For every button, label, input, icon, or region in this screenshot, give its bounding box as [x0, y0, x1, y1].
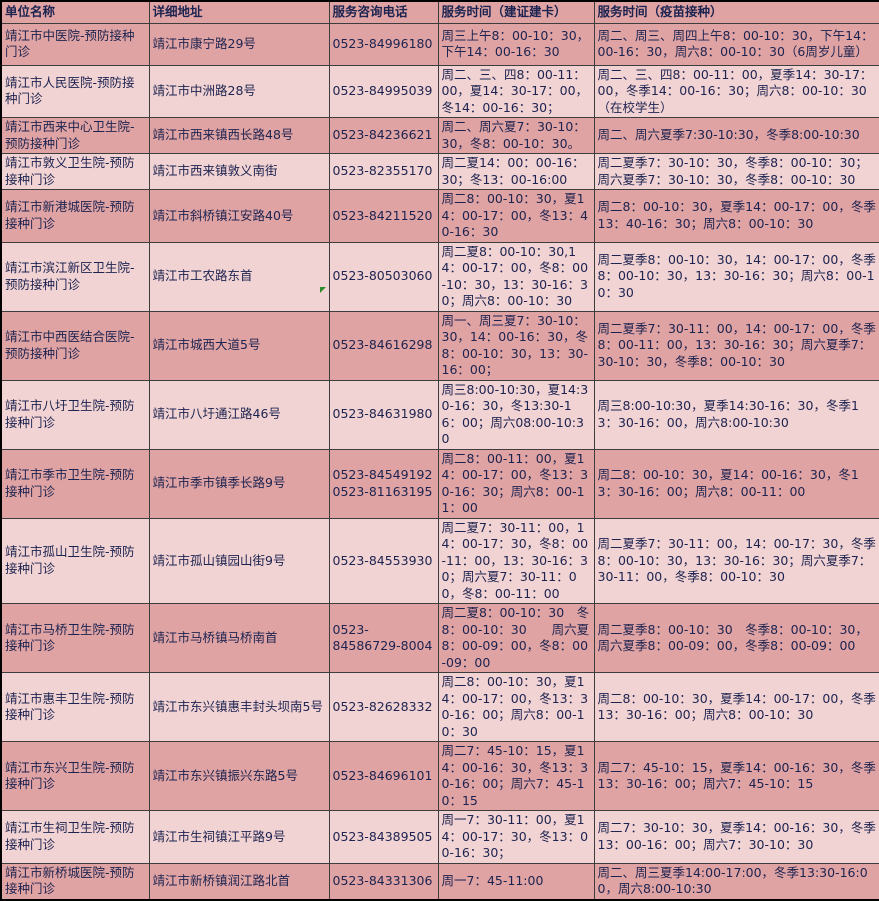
time-card-cell[interactable]: 周二夏8：00-10：30 冬8：00-10：30 周六夏8：00-09：00，… [437, 603, 595, 673]
time-card-cell[interactable]: 周二夏14：00：00-16：30；冬13：00-16:00 [437, 153, 595, 190]
address-cell[interactable]: 靖江市斜桥镇江安路40号 [148, 189, 330, 243]
unit-name-cell[interactable]: 靖江市西来中心卫生院-预防接种门诊 [0, 117, 150, 154]
time-vaccine-cell[interactable]: 周二夏季7：30-10：30，冬季8：00-10：30；周六夏季7：30-10：… [593, 153, 879, 190]
address-cell[interactable]: 靖江市城西大道5号 [148, 310, 330, 381]
table-row: 靖江市滨江新区卫生院-预防接种门诊 靖江市工农路东首 0523-80503060… [0, 241, 879, 312]
unit-name-cell[interactable]: 靖江市东兴卫生院-预防接种门诊 [0, 741, 150, 811]
address-cell[interactable]: 靖江市东兴镇振兴东路5号 [148, 741, 330, 811]
phone-cell[interactable]: 0523-84995039 [328, 64, 439, 118]
address-cell[interactable]: 靖江市中洲路28号 [148, 64, 330, 118]
phone-cell[interactable]: 0523-84586729-8004 [328, 603, 439, 673]
time-card-cell[interactable]: 周三8:00-10:30，夏14:30-16：30，冬13:30-16：00；周… [437, 379, 595, 450]
table-row: 靖江市八圩卫生院-预防接种门诊 靖江市八圩通江路46号 0523-8463198… [0, 379, 879, 450]
time-card-cell[interactable]: 周三上午8：00-10：30，下午14：00-16：30 [437, 22, 595, 66]
table-row: 靖江市中西医结合医院-预防接种门诊 靖江市城西大道5号 0523-8461629… [0, 310, 879, 381]
unit-name-cell[interactable]: 靖江市八圩卫生院-预防接种门诊 [0, 379, 150, 450]
table-row: 靖江市马桥卫生院-预防接种门诊 靖江市马桥镇马桥南首 0523-84586729… [0, 603, 879, 673]
time-vaccine-cell[interactable]: 周二、周三、周四上午8：00-10：30，下午14：00-16：30，周六8：0… [593, 22, 879, 66]
time-card-cell[interactable]: 周一7：30-11：00，夏14：00-17：30，冬13：00-16：30； [437, 810, 595, 864]
address-cell[interactable]: 靖江市新桥镇润江路北首 [148, 862, 330, 900]
time-vaccine-cell[interactable]: 周二7：30-10：30，夏季14：00-16：30，冬季13：00-16：00… [593, 810, 879, 864]
table-row: 靖江市生祠卫生院-预防接种门诊 靖江市生祠镇江平路9号 0523-8438950… [0, 810, 879, 864]
unit-name-cell[interactable]: 靖江市生祠卫生院-预防接种门诊 [0, 810, 150, 864]
address-cell[interactable]: 靖江市马桥镇马桥南首 [148, 603, 330, 673]
phone-cell[interactable]: 0523-84236621 [328, 117, 439, 154]
phone-cell[interactable]: 0523-84331306 [328, 862, 439, 900]
table-row: 靖江市新桥城医院-预防接种门诊 靖江市新桥镇润江路北首 0523-8433130… [0, 862, 879, 900]
time-vaccine-cell[interactable]: 周二7：45-10：15，夏季14：00-16：30，冬季13：30-16：00… [593, 741, 879, 811]
address-cell[interactable]: 靖江市八圩通江路46号 [148, 379, 330, 450]
unit-name-cell[interactable]: 靖江市惠丰卫生院-预防接种门诊 [0, 672, 150, 742]
table-row: 靖江市敦义卫生院-预防接种门诊 靖江市西来镇敦义南街 0523-82355170… [0, 153, 879, 190]
phone-cell[interactable]: 0523-82628332 [328, 672, 439, 742]
time-card-cell[interactable]: 周二8：00-10：30，夏14：00-17：00，冬13：40-16：30 [437, 189, 595, 243]
time-vaccine-cell[interactable]: 周二夏季7：30-11：00，14：00-17：30，冬季8：00-10：30，… [593, 517, 879, 604]
table-row: 靖江市人民医院-预防接种门诊 靖江市中洲路28号 0523-84995039 周… [0, 64, 879, 118]
phone-cell[interactable]: 0523-84211520 [328, 189, 439, 243]
address-cell[interactable]: 靖江市孤山镇园山街9号 [148, 517, 330, 604]
unit-name-cell[interactable]: 靖江市孤山卫生院-预防接种门诊 [0, 517, 150, 604]
time-vaccine-cell[interactable]: 周二、周三夏季14:00-17:00，冬季13:30-16:00，周六8:00-… [593, 862, 879, 900]
address-cell[interactable]: 靖江市西来镇西长路48号 [148, 117, 330, 154]
time-card-cell[interactable]: 周二、周六夏7：30-10：30，冬8：00-10：30。 [437, 117, 595, 154]
unit-name-cell[interactable]: 靖江市新港城医院-预防接种门诊 [0, 189, 150, 243]
unit-name-cell[interactable]: 靖江市人民医院-预防接种门诊 [0, 64, 150, 118]
time-vaccine-cell[interactable]: 周二、三、四8：00-11：00，夏季14：30-17：00，冬季14：00-1… [593, 64, 879, 118]
table-row: 靖江市惠丰卫生院-预防接种门诊 靖江市东兴镇惠丰封头坝南5号 0523-8262… [0, 672, 879, 742]
phone-cell[interactable]: 0523-82355170 [328, 153, 439, 190]
table-row: 靖江市西来中心卫生院-预防接种门诊 靖江市西来镇西长路48号 0523-8423… [0, 117, 879, 154]
phone-cell[interactable]: 0523-84553930 [328, 517, 439, 604]
table-row: 靖江市季市卫生院-预防接种门诊 靖江市季市镇季长路9号 0523-8454919… [0, 448, 879, 519]
header-time-card[interactable]: 服务时间（建证建卡） [437, 0, 595, 24]
time-card-cell[interactable]: 周二夏7：30-11：00，14：00-17：30，冬8：00-11：00，13… [437, 517, 595, 604]
time-vaccine-cell[interactable]: 周二8：00-10：30，夏季14：00-17：00，冬季13：40-16：30… [593, 189, 879, 243]
unit-name-cell[interactable]: 靖江市马桥卫生院-预防接种门诊 [0, 603, 150, 673]
time-card-cell[interactable]: 周二8：00-11：00，夏14：00-17：00，冬13：30-16：30；周… [437, 448, 595, 519]
header-time-vaccine[interactable]: 服务时间（疫苗接种） [593, 0, 879, 24]
phone-cell[interactable]: 0523-84996180 [328, 22, 439, 66]
time-vaccine-cell[interactable]: 周三8:00-10:30，夏季14:30-16：30，冬季13：30-16：00… [593, 379, 879, 450]
header-address[interactable]: 详细地址 [148, 0, 330, 24]
address-cell[interactable]: 靖江市西来镇敦义南街 [148, 153, 330, 190]
table-row: 靖江市孤山卫生院-预防接种门诊 靖江市孤山镇园山街9号 0523-8455393… [0, 517, 879, 604]
address-cell[interactable]: 靖江市季市镇季长路9号 [148, 448, 330, 519]
time-vaccine-cell[interactable]: 周二、周六夏季7:30-10:30，冬季8:00-10:30 [593, 117, 879, 154]
time-vaccine-cell[interactable]: 周二夏季8：00-10：30 冬季8：00-10：30，周六夏季8：00-09：… [593, 603, 879, 673]
phone-cell[interactable]: 0523-80503060 [328, 241, 439, 312]
table-row: 靖江市东兴卫生院-预防接种门诊 靖江市东兴镇振兴东路5号 0523-846961… [0, 741, 879, 811]
unit-name-cell[interactable]: 靖江市敦义卫生院-预防接种门诊 [0, 153, 150, 190]
address-cell[interactable]: 靖江市东兴镇惠丰封头坝南5号 [148, 672, 330, 742]
unit-name-cell[interactable]: 靖江市季市卫生院-预防接种门诊 [0, 448, 150, 519]
address-cell[interactable]: 靖江市生祠镇江平路9号 [148, 810, 330, 864]
time-card-cell[interactable]: 周二8：00-10：30，夏14：00-17：00，冬13：30-16：00；周… [437, 672, 595, 742]
time-card-cell[interactable]: 周二、三、四8：00-11：00，夏14：30-17：00，冬14：00-16：… [437, 64, 595, 118]
unit-name-cell[interactable]: 靖江市中医院-预防接种门诊 [0, 22, 150, 66]
phone-cell[interactable]: 0523-84549192 0523-81163195 [328, 448, 439, 519]
time-card-cell[interactable]: 周一、周三夏7：30-10：30，14：00-16：30，冬8：00-10：30… [437, 310, 595, 381]
time-card-cell[interactable]: 周二7：45-10：15，夏14：00-16：30，冬13：30-16：00；周… [437, 741, 595, 811]
time-card-cell[interactable]: 周二夏8：00-10：30,14：00-17：00，冬8：00-10：30，13… [437, 241, 595, 312]
time-vaccine-cell[interactable]: 周二8：00-10：30，夏季14：00-17：00，冬季13：30-16：00… [593, 672, 879, 742]
header-row: 单位名称 详细地址 服务咨询电话 服务时间（建证建卡） 服务时间（疫苗接种） [0, 0, 879, 24]
time-vaccine-cell[interactable]: 周二8：00-10：30，夏14：00-16：30，冬13：30-16：00；周… [593, 448, 879, 519]
time-vaccine-cell[interactable]: 周二夏季7：30-11：00，14：00-17：00，冬季8：00-11：00，… [593, 310, 879, 381]
unit-name-cell[interactable]: 靖江市中西医结合医院-预防接种门诊 [0, 310, 150, 381]
header-phone[interactable]: 服务咨询电话 [328, 0, 439, 24]
unit-name-cell[interactable]: 靖江市滨江新区卫生院-预防接种门诊 [0, 241, 150, 312]
phone-cell[interactable]: 0523-84389505 [328, 810, 439, 864]
unit-name-cell[interactable]: 靖江市新桥城医院-预防接种门诊 [0, 862, 150, 900]
time-vaccine-cell[interactable]: 周二夏季8：00-10：30，14：00-17：00，冬季8：00-10：30，… [593, 241, 879, 312]
phone-cell[interactable]: 0523-84616298 [328, 310, 439, 381]
table-row: 靖江市新港城医院-预防接种门诊 靖江市斜桥镇江安路40号 0523-842115… [0, 189, 879, 243]
time-card-cell[interactable]: 周一7：45-11:00 [437, 862, 595, 900]
table-row: 靖江市中医院-预防接种门诊 靖江市康宁路29号 0523-84996180 周三… [0, 22, 879, 66]
address-cell[interactable]: 靖江市康宁路29号 [148, 22, 330, 66]
phone-cell[interactable]: 0523-84696101 [328, 741, 439, 811]
phone-cell[interactable]: 0523-84631980 [328, 379, 439, 450]
header-unit-name[interactable]: 单位名称 [0, 0, 150, 24]
address-cell[interactable]: 靖江市工农路东首 [148, 241, 330, 312]
